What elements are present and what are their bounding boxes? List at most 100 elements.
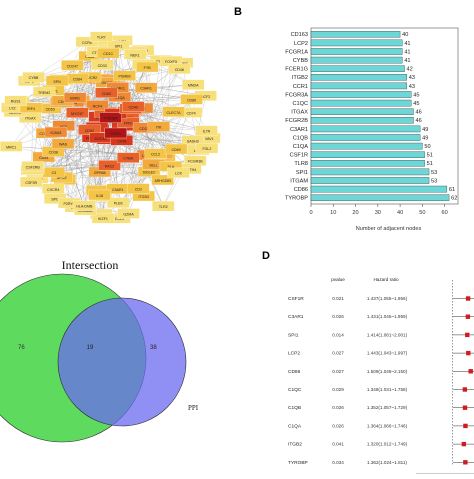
network-node-label: VAV1: [205, 137, 214, 141]
network-node-label: CD38: [49, 151, 58, 155]
gene-label: CD86: [288, 369, 301, 375]
data-label: 45: [413, 101, 419, 107]
hazard-ratio-label: 1.362(1.024~1.811): [367, 460, 407, 465]
network-node-label: TLR2: [159, 205, 168, 209]
network-node-label: IRF4: [27, 107, 35, 111]
network-node-label: CD33: [98, 64, 107, 68]
data-label: 43: [409, 75, 415, 81]
network-node-label: LYZ: [9, 107, 16, 111]
network-node-label: SPN: [53, 80, 61, 84]
y-tick-label: C1QB: [293, 135, 309, 141]
network-node: TLR2: [152, 201, 174, 211]
x-tick-label: 60: [442, 210, 448, 216]
network-node: CXCR4: [42, 184, 64, 194]
network-node: CD33: [91, 60, 113, 70]
network-node: TYROBP: [99, 113, 121, 123]
network-node-label: FOXP3: [165, 60, 177, 64]
venn-right-count: 38: [150, 345, 157, 351]
network-node-label: CD247: [67, 64, 78, 68]
network-node-label: FGL2: [202, 147, 211, 151]
data-label: 53: [431, 178, 437, 184]
network-node: C3: [43, 167, 65, 177]
hazard-ratio-point: [466, 351, 470, 355]
y-tick-label: ITGAM: [290, 178, 308, 184]
network-node-label: CYBB: [29, 76, 39, 80]
y-tick-label: FCER1G: [285, 67, 308, 73]
hazard-ratio-point: [469, 369, 473, 373]
network-node-label: RGS1: [11, 100, 21, 104]
hazard-ratio-point: [466, 315, 470, 319]
bar: [311, 57, 402, 63]
data-label: 50: [424, 144, 430, 150]
gene-label: C3AR1: [288, 314, 304, 320]
bar: [311, 83, 407, 89]
network-node: LCK: [167, 168, 189, 178]
hazard-ratio-point: [463, 406, 467, 410]
y-tick-label: TLR8: [294, 161, 308, 167]
x-tick-label: 40: [397, 210, 403, 216]
network-node-label: IL7R: [203, 130, 211, 134]
gene-label: C1QA: [288, 423, 302, 429]
network-node: IL18: [88, 190, 110, 200]
bar: [311, 91, 411, 97]
network-node: C3AR1: [135, 83, 157, 93]
pvalue-label: 0.029: [332, 387, 344, 392]
data-label: 45: [413, 92, 419, 98]
network-node-label: MNDA: [188, 84, 199, 88]
network-node: GZMA: [118, 209, 140, 219]
network-node-label: CD84: [73, 78, 82, 82]
pvalue-label: 0.034: [332, 460, 344, 465]
network-node-label: NCF4: [93, 104, 102, 108]
x-tick-label: 50: [419, 210, 425, 216]
hazard-ratio-point: [462, 442, 466, 446]
hazard-ratio-label: 1.352(1.057~1.729): [367, 405, 408, 410]
y-tick-label: FCGR2B: [285, 118, 308, 124]
network-node-label: PSMB9: [118, 75, 130, 79]
panel-letter-b: B: [234, 6, 242, 18]
hazard-ratio-label: 1.437(1.055~1.956): [367, 296, 408, 301]
header-hazard-ratio: Hazard ratio: [373, 277, 398, 282]
network-node-label: CCL2: [151, 153, 160, 157]
network-node: CD84: [66, 74, 88, 84]
pvalue-label: 0.041: [332, 442, 344, 447]
network-node-label: CD69: [171, 148, 180, 152]
network-node-label: C5AR1: [112, 188, 124, 192]
header-pvalue: pvalue: [331, 277, 345, 282]
bar: [311, 195, 449, 201]
bar: [311, 143, 422, 149]
y-tick-label: CSF1R: [290, 153, 308, 159]
venn-title: Intersection: [62, 258, 119, 272]
network-node-label: CIITA: [117, 139, 127, 143]
network-node-label: IL18: [96, 194, 103, 198]
network-node: CLEC7A: [163, 107, 185, 117]
network-node: CCL2: [145, 149, 167, 159]
data-label: 40: [402, 32, 408, 38]
hazard-ratio-point: [463, 387, 467, 391]
network-node-label: CSF3R: [25, 181, 37, 185]
network-node-label: CD74: [186, 111, 195, 115]
network-node: HLA-DMB: [73, 201, 95, 211]
gene-label: SPI1: [288, 332, 299, 338]
hazard-ratio-label: 1.348(1.031~1.758): [367, 387, 408, 392]
bar: [311, 152, 425, 158]
data-label: 51: [427, 161, 433, 167]
pvalue-label: 0.021: [332, 296, 344, 301]
network-node-label: ITK: [156, 126, 162, 130]
network-node: ICAM1: [45, 127, 67, 137]
data-label: 41: [404, 49, 410, 55]
hazard-ratio-point: [465, 333, 469, 337]
bar: [311, 100, 411, 106]
network-graph: CD163LCP2FCGR1ACYBBFCER1GITGB2CCR1FCGR3A…: [0, 0, 230, 240]
network-node-label: CD40: [129, 106, 138, 110]
network-node: MNDA: [182, 80, 204, 90]
network-node-label: TREM2: [38, 91, 50, 95]
gene-label: C1QC: [288, 387, 302, 393]
panel-letter-d: D: [262, 250, 270, 262]
network-node: TLR7: [90, 32, 112, 42]
network-node-label: GPR65: [94, 171, 106, 175]
pvalue-label: 0.027: [332, 369, 344, 374]
gene-label: C1QB: [288, 405, 301, 411]
